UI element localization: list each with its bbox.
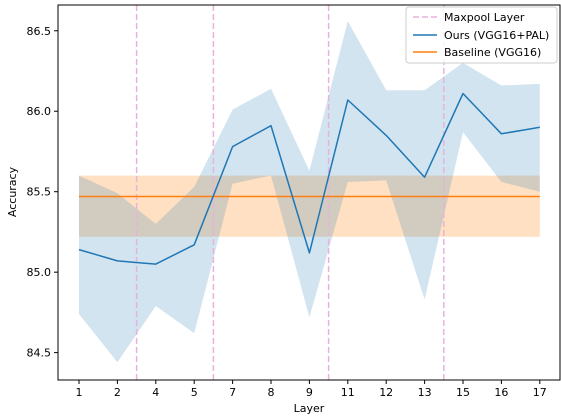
legend-label-maxpool: Maxpool Layer bbox=[444, 11, 525, 24]
y-tick-label: 85.0 bbox=[27, 266, 52, 279]
x-axis-label: Layer bbox=[294, 402, 325, 415]
y-tick-label: 86.0 bbox=[27, 105, 52, 118]
confidence-band-baseline bbox=[79, 175, 540, 237]
x-tick-label: 12 bbox=[379, 386, 393, 399]
plot-area bbox=[78, 5, 540, 380]
legend: Maxpool Layer Ours (VGG16+PAL) Baseline … bbox=[405, 6, 558, 64]
x-tick-label: 11 bbox=[341, 386, 355, 399]
x-tick-label: 13 bbox=[418, 386, 432, 399]
x-tick-label: 15 bbox=[456, 386, 470, 399]
series-line-ours bbox=[78, 92, 540, 265]
x-tick-label: 8 bbox=[268, 386, 275, 399]
x-tick-label: 1 bbox=[76, 386, 83, 399]
legend-label-baseline: Baseline (VGG16) bbox=[444, 46, 541, 59]
legend-label-ours: Ours (VGG16+PAL) bbox=[444, 29, 549, 42]
y-axis-label: Accuracy bbox=[6, 166, 19, 217]
x-tick-label: 4 bbox=[152, 386, 159, 399]
x-tick-label: 16 bbox=[494, 386, 508, 399]
y-tick-label: 84.5 bbox=[27, 347, 52, 360]
x-tick-label: 5 bbox=[191, 386, 198, 399]
legend-box bbox=[405, 6, 558, 64]
x-tick-label: 17 bbox=[533, 386, 547, 399]
confidence-band-ours bbox=[79, 21, 540, 363]
x-tick-label: 7 bbox=[229, 386, 236, 399]
x-tick-label: 9 bbox=[306, 386, 313, 399]
y-tick-label: 86.5 bbox=[27, 25, 52, 38]
y-tick-label: 85.5 bbox=[27, 186, 52, 199]
x-tick-label: 2 bbox=[114, 386, 121, 399]
